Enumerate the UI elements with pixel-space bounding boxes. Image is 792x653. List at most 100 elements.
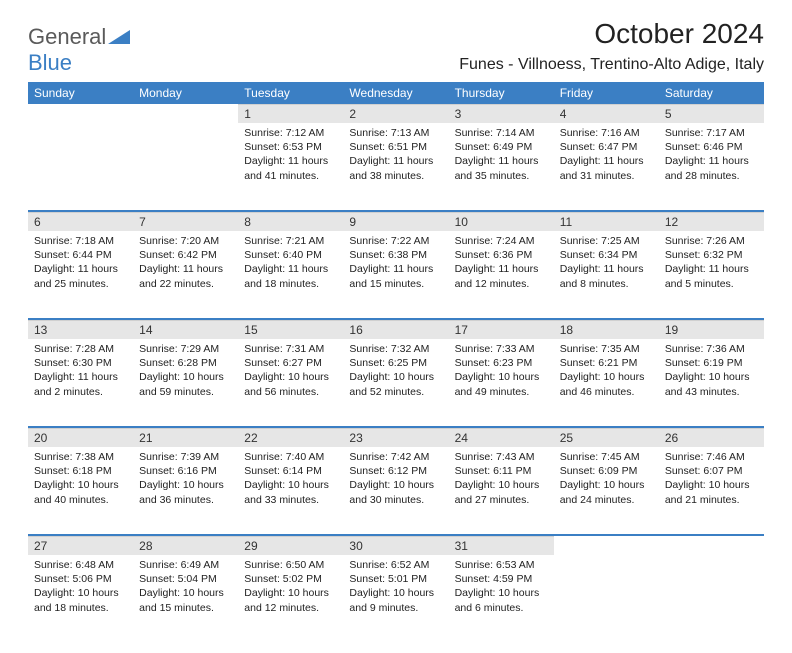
week-row: Sunrise: 7:28 AMSunset: 6:30 PMDaylight:… xyxy=(28,339,764,427)
day-number: 29 xyxy=(238,536,343,555)
day-cell: Sunrise: 7:38 AMSunset: 6:18 PMDaylight:… xyxy=(28,447,133,535)
day-cell: Sunrise: 6:52 AMSunset: 5:01 PMDaylight:… xyxy=(343,555,448,643)
day-number: 23 xyxy=(343,428,448,447)
day-cell: Sunrise: 7:36 AMSunset: 6:19 PMDaylight:… xyxy=(659,339,764,427)
day-details: Sunrise: 6:48 AMSunset: 5:06 PMDaylight:… xyxy=(28,555,133,621)
day-details: Sunrise: 7:14 AMSunset: 6:49 PMDaylight:… xyxy=(449,123,554,189)
day-cell: Sunrise: 7:42 AMSunset: 6:12 PMDaylight:… xyxy=(343,447,448,535)
day-number: 13 xyxy=(28,320,133,339)
calendar-table: SundayMondayTuesdayWednesdayThursdayFrid… xyxy=(28,82,764,643)
weekday-header: Tuesday xyxy=(238,82,343,104)
day-number: 9 xyxy=(343,212,448,231)
day-cell: Sunrise: 7:29 AMSunset: 6:28 PMDaylight:… xyxy=(133,339,238,427)
day-cell: Sunrise: 7:28 AMSunset: 6:30 PMDaylight:… xyxy=(28,339,133,427)
day-details: Sunrise: 7:13 AMSunset: 6:51 PMDaylight:… xyxy=(343,123,448,189)
logo-text: GeneralBlue xyxy=(28,24,130,76)
daynum-row: 2728293031 xyxy=(28,536,764,555)
day-number: 22 xyxy=(238,428,343,447)
day-number: 1 xyxy=(238,104,343,123)
week-row: Sunrise: 7:18 AMSunset: 6:44 PMDaylight:… xyxy=(28,231,764,319)
day-number xyxy=(659,536,764,541)
day-details: Sunrise: 7:40 AMSunset: 6:14 PMDaylight:… xyxy=(238,447,343,513)
day-cell: Sunrise: 7:21 AMSunset: 6:40 PMDaylight:… xyxy=(238,231,343,319)
day-cell: Sunrise: 7:40 AMSunset: 6:14 PMDaylight:… xyxy=(238,447,343,535)
day-number: 8 xyxy=(238,212,343,231)
month-title: October 2024 xyxy=(459,18,764,50)
day-details: Sunrise: 6:52 AMSunset: 5:01 PMDaylight:… xyxy=(343,555,448,621)
day-cell: Sunrise: 7:46 AMSunset: 6:07 PMDaylight:… xyxy=(659,447,764,535)
day-number xyxy=(133,104,238,109)
day-details xyxy=(28,123,133,132)
day-number: 19 xyxy=(659,320,764,339)
day-details: Sunrise: 7:25 AMSunset: 6:34 PMDaylight:… xyxy=(554,231,659,297)
day-details: Sunrise: 7:31 AMSunset: 6:27 PMDaylight:… xyxy=(238,339,343,405)
weekday-header: Monday xyxy=(133,82,238,104)
day-number: 21 xyxy=(133,428,238,447)
day-details: Sunrise: 7:29 AMSunset: 6:28 PMDaylight:… xyxy=(133,339,238,405)
day-number: 3 xyxy=(449,104,554,123)
week-row: Sunrise: 6:48 AMSunset: 5:06 PMDaylight:… xyxy=(28,555,764,643)
day-details: Sunrise: 6:53 AMSunset: 4:59 PMDaylight:… xyxy=(449,555,554,621)
day-cell: Sunrise: 7:17 AMSunset: 6:46 PMDaylight:… xyxy=(659,123,764,211)
calendar-page: GeneralBlue October 2024 Funes - Villnoe… xyxy=(0,0,792,653)
day-cell: Sunrise: 7:18 AMSunset: 6:44 PMDaylight:… xyxy=(28,231,133,319)
location-text: Funes - Villnoess, Trentino-Alto Adige, … xyxy=(459,56,764,74)
day-details: Sunrise: 7:36 AMSunset: 6:19 PMDaylight:… xyxy=(659,339,764,405)
day-details: Sunrise: 7:16 AMSunset: 6:47 PMDaylight:… xyxy=(554,123,659,189)
day-cell: Sunrise: 6:48 AMSunset: 5:06 PMDaylight:… xyxy=(28,555,133,643)
day-details: Sunrise: 7:21 AMSunset: 6:40 PMDaylight:… xyxy=(238,231,343,297)
daynum-row: 6789101112 xyxy=(28,212,764,231)
day-details xyxy=(554,555,659,564)
day-cell: Sunrise: 7:14 AMSunset: 6:49 PMDaylight:… xyxy=(449,123,554,211)
weekday-header: Saturday xyxy=(659,82,764,104)
day-number: 30 xyxy=(343,536,448,555)
day-cell: Sunrise: 7:16 AMSunset: 6:47 PMDaylight:… xyxy=(554,123,659,211)
day-details: Sunrise: 7:33 AMSunset: 6:23 PMDaylight:… xyxy=(449,339,554,405)
day-details: Sunrise: 6:49 AMSunset: 5:04 PMDaylight:… xyxy=(133,555,238,621)
day-details xyxy=(659,555,764,564)
day-number: 15 xyxy=(238,320,343,339)
day-details: Sunrise: 7:17 AMSunset: 6:46 PMDaylight:… xyxy=(659,123,764,189)
day-cell: Sunrise: 7:13 AMSunset: 6:51 PMDaylight:… xyxy=(343,123,448,211)
daynum-row: 12345 xyxy=(28,104,764,123)
weekday-header: Wednesday xyxy=(343,82,448,104)
day-number: 31 xyxy=(449,536,554,555)
day-cell: Sunrise: 7:32 AMSunset: 6:25 PMDaylight:… xyxy=(343,339,448,427)
day-cell: Sunrise: 6:49 AMSunset: 5:04 PMDaylight:… xyxy=(133,555,238,643)
day-cell: Sunrise: 7:45 AMSunset: 6:09 PMDaylight:… xyxy=(554,447,659,535)
day-cell: Sunrise: 7:35 AMSunset: 6:21 PMDaylight:… xyxy=(554,339,659,427)
logo-triangle-icon xyxy=(108,28,130,44)
day-number: 7 xyxy=(133,212,238,231)
day-number: 25 xyxy=(554,428,659,447)
day-cell: Sunrise: 6:53 AMSunset: 4:59 PMDaylight:… xyxy=(449,555,554,643)
day-number: 2 xyxy=(343,104,448,123)
day-number: 14 xyxy=(133,320,238,339)
logo-part2: Blue xyxy=(28,50,72,75)
day-details: Sunrise: 7:39 AMSunset: 6:16 PMDaylight:… xyxy=(133,447,238,513)
day-cell: Sunrise: 7:26 AMSunset: 6:32 PMDaylight:… xyxy=(659,231,764,319)
weekday-header: Friday xyxy=(554,82,659,104)
day-details: Sunrise: 7:12 AMSunset: 6:53 PMDaylight:… xyxy=(238,123,343,189)
day-details: Sunrise: 7:22 AMSunset: 6:38 PMDaylight:… xyxy=(343,231,448,297)
day-cell: Sunrise: 6:50 AMSunset: 5:02 PMDaylight:… xyxy=(238,555,343,643)
day-details: Sunrise: 7:32 AMSunset: 6:25 PMDaylight:… xyxy=(343,339,448,405)
day-details xyxy=(133,123,238,132)
day-cell: Sunrise: 7:12 AMSunset: 6:53 PMDaylight:… xyxy=(238,123,343,211)
weekday-header-row: SundayMondayTuesdayWednesdayThursdayFrid… xyxy=(28,82,764,104)
day-details: Sunrise: 7:43 AMSunset: 6:11 PMDaylight:… xyxy=(449,447,554,513)
day-number: 28 xyxy=(133,536,238,555)
day-cell xyxy=(554,555,659,643)
day-cell: Sunrise: 7:31 AMSunset: 6:27 PMDaylight:… xyxy=(238,339,343,427)
day-cell: Sunrise: 7:25 AMSunset: 6:34 PMDaylight:… xyxy=(554,231,659,319)
day-number: 11 xyxy=(554,212,659,231)
day-number: 4 xyxy=(554,104,659,123)
day-cell: Sunrise: 7:24 AMSunset: 6:36 PMDaylight:… xyxy=(449,231,554,319)
day-number: 18 xyxy=(554,320,659,339)
day-number: 12 xyxy=(659,212,764,231)
day-number: 5 xyxy=(659,104,764,123)
logo: GeneralBlue xyxy=(28,18,130,76)
logo-part1: General xyxy=(28,24,106,49)
day-number xyxy=(28,104,133,109)
day-cell: Sunrise: 7:20 AMSunset: 6:42 PMDaylight:… xyxy=(133,231,238,319)
day-details: Sunrise: 7:45 AMSunset: 6:09 PMDaylight:… xyxy=(554,447,659,513)
